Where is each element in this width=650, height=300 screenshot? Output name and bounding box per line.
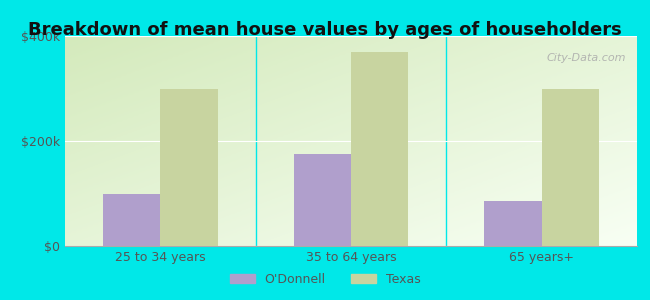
Bar [161, 88, 218, 246]
Bar [484, 201, 541, 246]
Text: Breakdown of mean house values by ages of householders: Breakdown of mean house values by ages o… [28, 21, 622, 39]
Legend: O'Donnell, Texas: O'Donnell, Texas [224, 268, 426, 291]
Bar [103, 194, 161, 246]
Text: City-Data.com: City-Data.com [546, 53, 625, 63]
Bar [541, 88, 599, 246]
Bar [351, 52, 408, 246]
Bar [294, 154, 351, 246]
